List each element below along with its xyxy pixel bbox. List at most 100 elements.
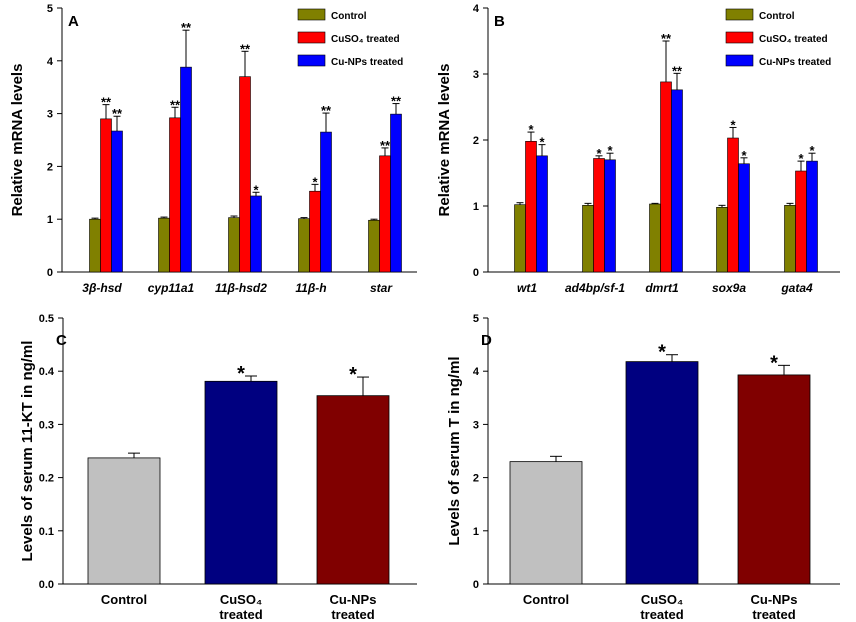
y-tick-label: 2 <box>47 161 53 173</box>
bar <box>649 203 661 273</box>
significance-marker: ** <box>181 20 192 35</box>
legend-entry: CuSO₄ treated <box>331 34 400 45</box>
significance-marker: * <box>607 143 613 158</box>
panel-letter: D <box>481 332 492 349</box>
y-tick-label: 0.5 <box>39 313 54 325</box>
bar <box>250 195 262 273</box>
y-tick-label: 1 <box>47 214 53 226</box>
category-label-line2: treated <box>219 607 262 622</box>
significance-marker: * <box>741 148 747 163</box>
y-axis-label: Relative mRNA levels <box>9 64 26 217</box>
bar <box>582 205 594 273</box>
bar <box>727 137 739 273</box>
category-label: cyp11a1 <box>148 281 195 295</box>
bar <box>390 113 402 273</box>
category-label: CuSO₄ <box>641 592 683 607</box>
significance-marker: * <box>658 342 666 364</box>
y-axis-label: Relative mRNA levels <box>436 64 453 217</box>
bar <box>716 207 728 273</box>
bar <box>89 218 101 273</box>
y-tick-label: 0.1 <box>39 526 54 538</box>
bar <box>525 141 537 273</box>
legend-entry: Control <box>759 11 795 22</box>
significance-marker: * <box>539 135 545 150</box>
significance-marker: ** <box>661 31 672 46</box>
legend-swatch <box>297 8 326 21</box>
y-tick-label: 0.0 <box>39 579 54 591</box>
y-tick-label: 0 <box>473 579 479 591</box>
y-tick-label: 0.4 <box>39 366 55 378</box>
bar <box>660 81 672 273</box>
category-label: 11β-h <box>295 281 326 295</box>
category-label: dmrt1 <box>645 281 679 295</box>
bar <box>169 117 181 273</box>
bar <box>795 170 807 273</box>
category-label: ad4bp/sf-1 <box>565 281 625 295</box>
y-tick-label: 0.2 <box>39 473 54 485</box>
y-tick-label: 1 <box>473 201 479 213</box>
significance-marker: ** <box>672 63 683 78</box>
category-label: 3β-hsd <box>82 281 122 295</box>
category-label: sox9a <box>712 281 746 295</box>
significance-marker: * <box>809 143 815 158</box>
bar <box>379 155 391 273</box>
legend-swatch <box>297 54 326 67</box>
y-tick-label: 3 <box>473 69 479 81</box>
significance-marker: ** <box>101 95 112 110</box>
bar <box>100 118 112 273</box>
bar <box>320 131 332 273</box>
bar <box>738 163 750 273</box>
legend-entry: Cu-NPs treated <box>759 57 831 68</box>
bar <box>737 374 811 585</box>
y-tick-label: 5 <box>47 3 53 15</box>
significance-marker: * <box>770 352 778 374</box>
legend-swatch <box>725 31 754 44</box>
bar <box>316 395 390 585</box>
significance-marker: ** <box>391 94 402 109</box>
y-tick-label: 0 <box>473 267 479 279</box>
significance-marker: * <box>349 364 357 386</box>
y-tick-label: 4 <box>473 366 480 378</box>
y-tick-label: 4 <box>47 56 54 68</box>
y-tick-label: 5 <box>473 313 479 325</box>
category-label-line2: treated <box>752 607 795 622</box>
y-tick-label: 3 <box>473 419 479 431</box>
y-tick-label: 2 <box>473 135 479 147</box>
significance-marker: * <box>596 146 602 161</box>
bar <box>87 457 161 585</box>
category-label-line2: treated <box>640 607 683 622</box>
panel-letter: A <box>68 13 79 30</box>
legend-entry: CuSO₄ treated <box>759 34 828 45</box>
bar <box>806 160 818 273</box>
category-label: Cu-NPs <box>330 592 377 607</box>
y-axis-label: Levels of serum T in ng/ml <box>446 356 463 545</box>
bar <box>309 190 321 273</box>
legend-swatch <box>725 54 754 67</box>
bar <box>593 158 605 273</box>
bar <box>514 204 526 273</box>
bar <box>671 89 683 273</box>
significance-marker: * <box>237 363 245 385</box>
legend-entry: Cu-NPs treated <box>331 57 403 68</box>
category-label: wt1 <box>517 281 537 295</box>
y-tick-label: 4 <box>473 3 480 15</box>
bar <box>239 76 251 273</box>
category-label: gata4 <box>780 281 813 295</box>
bar <box>228 217 240 273</box>
bar <box>784 205 796 273</box>
legend-entry: Control <box>331 11 367 22</box>
category-label: 11β-hsd2 <box>215 281 267 295</box>
bar <box>368 219 380 273</box>
y-tick-label: 3 <box>47 109 53 121</box>
y-tick-label: 0.3 <box>39 419 54 431</box>
category-label: CuSO₄ <box>220 592 262 607</box>
bar <box>604 159 616 273</box>
bar <box>509 461 583 585</box>
bar <box>536 155 548 273</box>
significance-marker: ** <box>321 103 332 118</box>
significance-marker: ** <box>112 106 123 121</box>
category-label: Control <box>523 592 569 607</box>
y-tick-label: 1 <box>473 526 479 538</box>
significance-marker: * <box>528 122 534 137</box>
